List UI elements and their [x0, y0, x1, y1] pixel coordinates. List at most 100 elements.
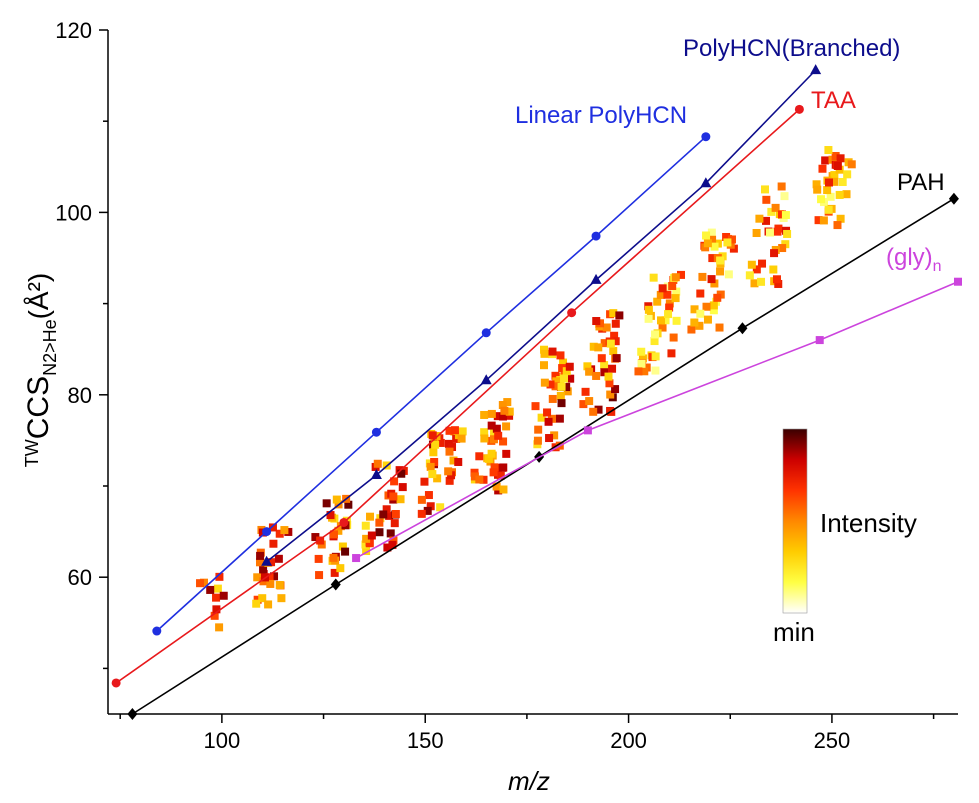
series-point-taa [111, 678, 121, 688]
intensity-point [556, 391, 565, 400]
intensity-point [770, 249, 779, 258]
intensity-point [656, 290, 665, 299]
intensity-point [644, 314, 653, 323]
intensity-point [494, 431, 503, 440]
series-point-polyhcn-branched [590, 273, 602, 284]
y-axis-title-unit: (Å²) [23, 273, 54, 320]
intensity-point [657, 316, 666, 325]
intensity-point [769, 265, 778, 274]
intensity-point [448, 443, 457, 452]
intensity-point [210, 611, 219, 620]
intensity-point [252, 599, 261, 608]
intensity-point [428, 470, 437, 479]
series-point-gly [583, 426, 592, 435]
series-point-gly [954, 277, 962, 286]
intensity-point [275, 529, 284, 538]
series-point-polyhcn-branched [480, 374, 492, 385]
intensity-point [375, 528, 384, 537]
intensity-point [560, 374, 569, 383]
intensity-point [723, 238, 732, 247]
intensity-point [611, 385, 620, 394]
intensity-point [544, 417, 553, 426]
intensity-point [661, 316, 670, 325]
colorbar-gradient [782, 428, 808, 614]
series-point-polyhcn-branched [810, 64, 822, 75]
intensity-point [612, 354, 621, 363]
intensity-point [687, 325, 696, 334]
intensity-point [206, 585, 215, 594]
intensity-point [559, 358, 568, 367]
intensity-point [671, 273, 680, 282]
intensity-point [602, 323, 611, 332]
intensity-point [329, 530, 338, 539]
intensity-point [534, 425, 543, 434]
intensity-point [649, 273, 658, 282]
intensity-point [838, 178, 847, 187]
intensity-point [417, 509, 426, 518]
intensity-point [505, 411, 514, 420]
intensity-point [445, 476, 454, 485]
intensity-point [475, 475, 484, 484]
intensity-point [398, 483, 407, 492]
series-point-pah [948, 192, 959, 205]
intensity-point [695, 321, 704, 330]
intensity-point [196, 579, 205, 588]
intensity-point [487, 449, 496, 458]
series-label-taa: TAA [811, 87, 856, 114]
series-layer [111, 64, 962, 720]
intensity-point [366, 512, 375, 521]
series-point-taa [339, 517, 349, 527]
intensity-point [533, 436, 542, 445]
intensity-point [267, 558, 276, 567]
series-point-polyhcn-branched [261, 555, 273, 566]
intensity-point [274, 554, 283, 563]
intensity-point [490, 463, 499, 472]
intensity-point [390, 519, 399, 528]
x-tick-label: 100 [204, 728, 241, 753]
intensity-point [667, 349, 676, 358]
intensity-point [566, 374, 575, 383]
series-point-linear-polyhcn [591, 231, 601, 241]
intensity-point [781, 211, 790, 220]
series-point-pah [737, 322, 748, 335]
intensity-point [600, 368, 609, 377]
intensity-point [545, 434, 554, 443]
intensity-point [444, 467, 453, 476]
intensity-point [637, 359, 646, 368]
x-tick-label: 200 [610, 728, 647, 753]
intensity-point [745, 271, 754, 280]
intensity-point [499, 463, 508, 472]
intensity-point [778, 244, 787, 253]
x-tick-label: 250 [814, 728, 851, 753]
intensity-point [665, 299, 674, 308]
intensity-point [585, 397, 594, 406]
intensity-point [489, 435, 498, 444]
intensity-point [484, 454, 493, 463]
intensity-point [824, 205, 833, 214]
intensity-point [640, 367, 649, 376]
intensity-point [562, 367, 571, 376]
intensity-point [833, 161, 842, 170]
intensity-point [426, 502, 435, 511]
intensity-point [382, 505, 391, 514]
intensity-point [373, 459, 382, 468]
intensity-point [429, 448, 438, 457]
intensity-point [594, 405, 603, 414]
series-point-linear-polyhcn [152, 626, 162, 636]
intensity-point [594, 343, 603, 352]
intensity-point [824, 146, 833, 155]
intensity-point [420, 477, 429, 486]
intensity-point [396, 495, 405, 504]
intensity-point [280, 526, 289, 535]
intensity-point [812, 180, 821, 189]
intensity-point [651, 366, 660, 375]
intensity-point [314, 554, 323, 563]
intensity-point [653, 297, 662, 306]
intensity-point [275, 581, 284, 590]
intensity-point [817, 195, 826, 204]
intensity-point [608, 364, 617, 373]
intensity-point [638, 354, 647, 363]
intensity-point [537, 413, 546, 422]
intensity-point [727, 235, 736, 244]
series-line-polyhcn-branched [266, 69, 817, 563]
